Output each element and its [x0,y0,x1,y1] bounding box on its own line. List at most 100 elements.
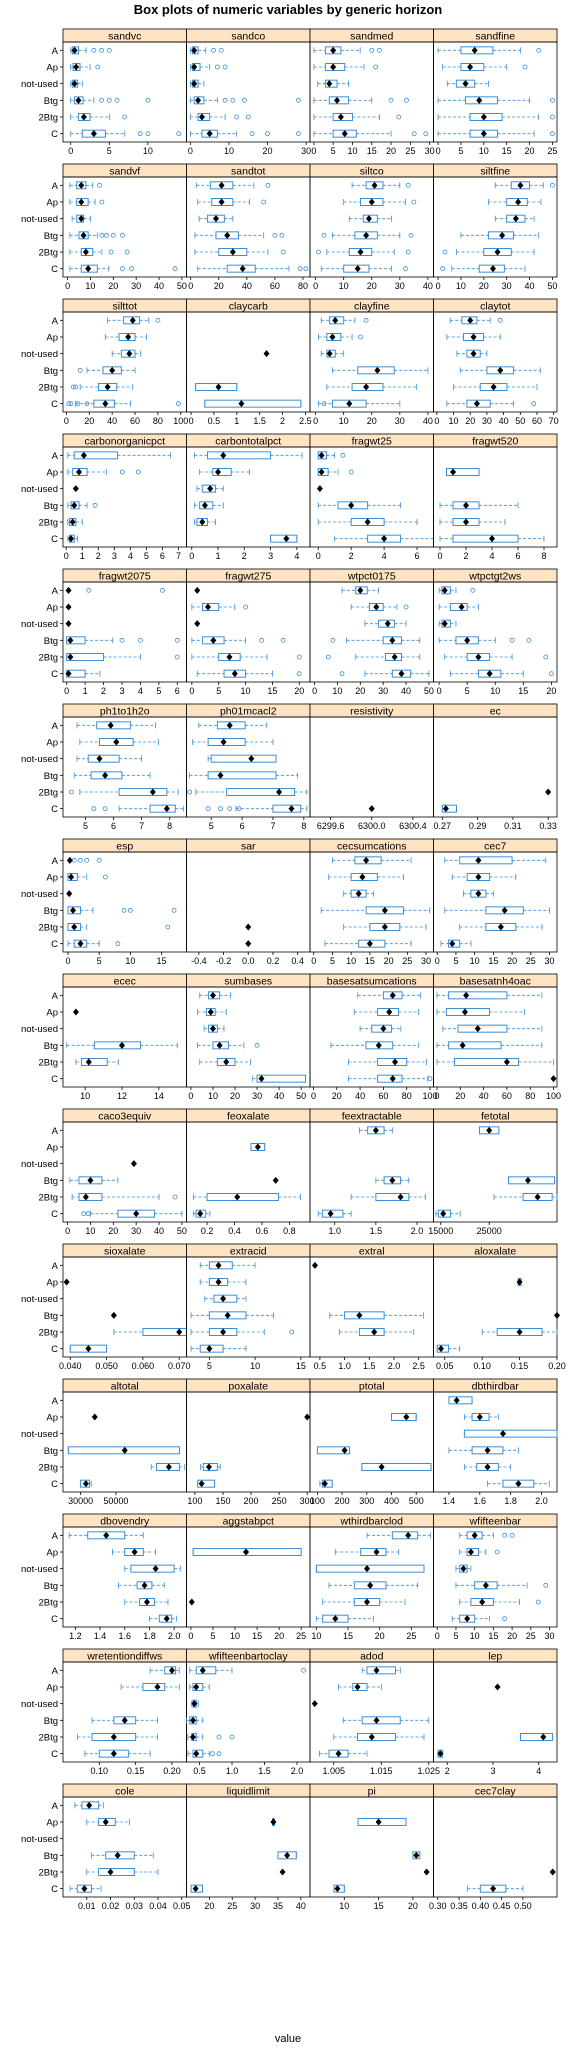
median-marker [215,1278,222,1286]
x-tick-label: 1.5 [370,1226,383,1236]
iqr-box [67,1446,180,1455]
x-tick-label: 10 [479,146,489,156]
median-marker [490,1885,497,1893]
median-marker [458,603,465,611]
x-tick-label: 0 [65,281,70,291]
median-marker [204,603,211,611]
median-marker [499,1430,506,1438]
panel-frame [186,176,311,278]
median-marker [501,906,508,914]
median-marker [484,1446,491,1454]
group-label: Ap [46,1008,58,1019]
median-marker [475,653,482,661]
outlier-point [70,384,76,390]
outlier-point [124,249,130,255]
median-marker [515,198,522,206]
x-tick-label: 20 [386,146,396,156]
group-label: 2Btg [38,383,58,394]
group-label: C [51,1749,58,1760]
outlier-point [470,587,476,593]
iqr-box [124,1548,144,1556]
iqr-box [120,349,136,358]
group-label: 2Btg [38,1598,58,1609]
iqr-box [77,113,91,121]
median-marker [65,586,72,594]
group-label: not-used [21,1699,58,1710]
x-tick-label: 0 [68,146,73,156]
x-tick-label: 25 [547,146,557,156]
median-marker [69,906,76,914]
group-label: A [52,586,59,597]
x-tick-label: 0.5 [208,416,221,426]
median-marker [545,788,552,796]
group-label: 2Btg [38,1463,58,1474]
iqr-box [74,96,84,105]
panel-title: dbovendry [100,1516,150,1528]
panel-title: carbontotalpct [215,436,281,448]
outlier-point [96,857,102,863]
iqr-box [453,1058,520,1066]
x-tick-label: 0 [436,146,441,156]
group-label: Btg [44,501,58,512]
median-marker [346,400,353,408]
iqr-box [76,198,89,206]
group-label: A [52,1666,59,1677]
outlier-point [543,654,549,660]
iqr-box [73,451,119,460]
panel-title: basesatsumcations [327,976,417,988]
panel-title: aloxalate [474,1246,516,1258]
median-marker [192,1885,199,1893]
x-tick-label: 0.040 [59,1361,82,1371]
x-tick-label: 0.01 [78,1901,96,1911]
median-marker [373,603,380,611]
group-label: C [51,669,58,680]
x-tick-label: 12 [117,1091,127,1101]
x-tick-label: 20 [263,146,273,156]
iqr-box [361,1716,401,1725]
iqr-box [448,1396,473,1405]
median-marker [194,620,201,628]
iqr-box [207,771,277,780]
outlier-point [106,47,112,53]
x-tick-label: -0.4 [191,956,207,966]
outlier-point [99,199,105,205]
x-tick-label: 1.005 [322,1766,345,1776]
x-tick-label: 15 [374,1901,384,1911]
median-marker [479,1598,486,1606]
outlier-point [165,924,171,930]
x-tick-label: 0 [437,686,442,696]
x-tick-label: 30 [421,956,431,966]
x-tick-label: 60 [378,1091,388,1101]
median-marker [129,316,136,324]
outlier-point [119,637,125,643]
x-tick-label: 15 [365,956,375,966]
x-tick-label: 70 [549,416,559,426]
x-tick-label: 8 [301,821,306,831]
group-label: not-used [21,1564,58,1575]
x-tick-label: 10 [250,1361,260,1371]
x-tick-label: 0 [64,551,69,561]
iqr-box [377,1074,403,1083]
iqr-box [470,889,487,898]
iqr-box [212,1041,229,1050]
outlier-point [526,637,532,643]
x-tick-label: 5 [216,686,221,696]
group-label: Btg [44,231,58,242]
iqr-box [223,669,247,678]
outlier-point [99,232,105,238]
group-label: C [51,939,58,950]
outlier-point [249,131,255,137]
x-tick-label: 15 [488,1631,498,1641]
iqr-box [352,1683,368,1691]
x-tick-label: 1 [83,686,88,696]
outlier-point [261,199,267,205]
outlier-point [279,232,285,238]
x-tick-label: 14 [154,1091,164,1101]
x-tick-label: 0.4 [228,1226,241,1236]
median-marker [113,738,120,746]
x-tick-label: 15 [502,146,512,156]
outlier-point [427,1076,433,1082]
group-label: 2Btg [38,653,58,664]
median-marker [437,1345,444,1353]
